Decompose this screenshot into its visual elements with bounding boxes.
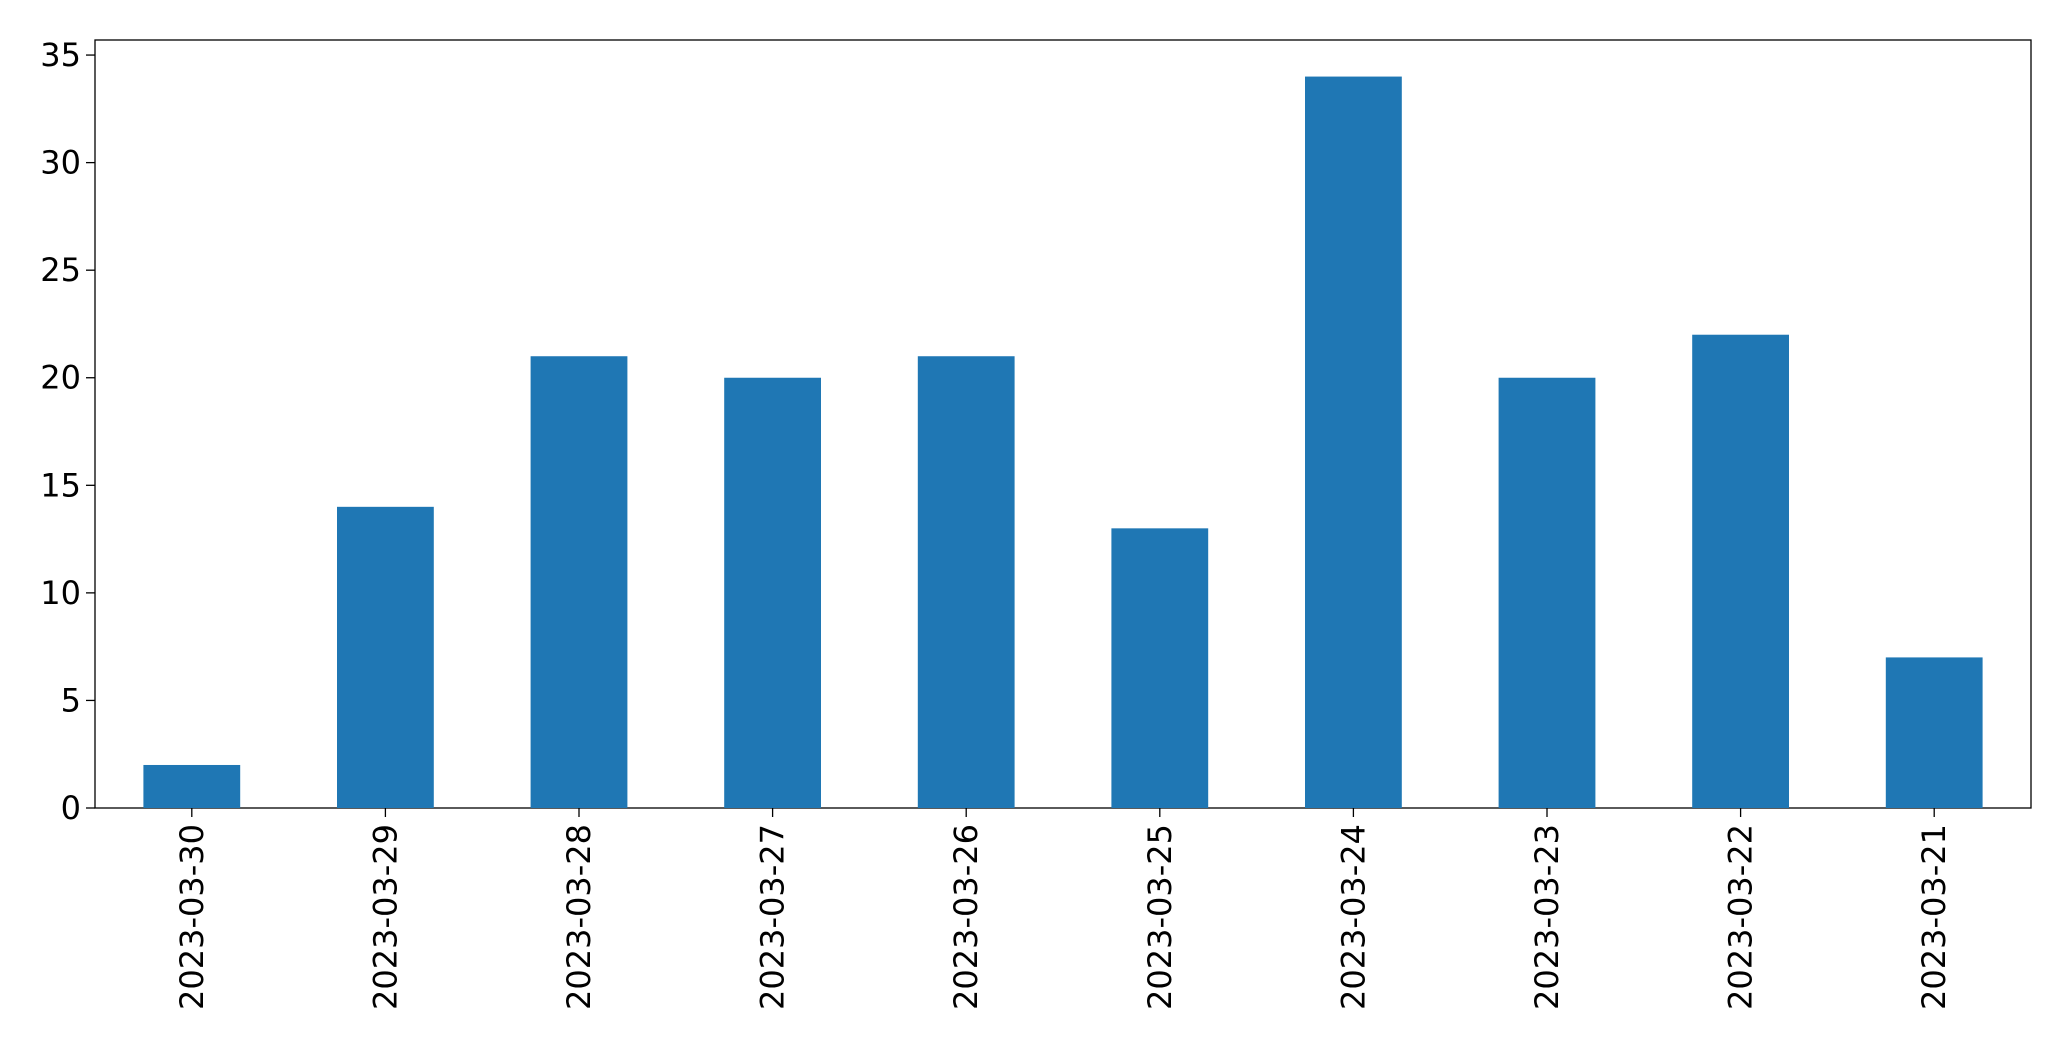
x-tick-label: 2023-03-28 (560, 824, 598, 1010)
bar (1305, 76, 1402, 809)
y-tick-label: 5 (61, 681, 81, 719)
y-tick-label: 35 (40, 36, 81, 74)
bar (337, 506, 434, 808)
y-tick-label: 15 (40, 466, 81, 504)
x-tick-label: 2023-03-23 (1528, 824, 1566, 1010)
bar (724, 377, 821, 808)
bar (143, 764, 241, 808)
x-tick-label: 2023-03-30 (173, 824, 211, 1010)
y-tick-label: 10 (40, 574, 81, 612)
x-tick-label: 2023-03-24 (1334, 824, 1372, 1010)
bar (1692, 334, 1789, 808)
x-tick-label: 2023-03-22 (1722, 824, 1760, 1010)
x-tick-label: 2023-03-27 (754, 824, 792, 1010)
y-tick-label: 20 (40, 359, 81, 397)
x-tick-label: 2023-03-26 (947, 824, 985, 1010)
x-tick-label: 2023-03-29 (366, 824, 404, 1010)
x-tick-label: 2023-03-25 (1141, 824, 1179, 1010)
bar (530, 356, 628, 808)
y-tick-label: 30 (40, 144, 81, 182)
bar (1498, 377, 1596, 808)
bar (1111, 528, 1209, 808)
plot-frame (94, 39, 2032, 809)
bar (917, 356, 1015, 808)
bar (1885, 657, 1983, 808)
y-tick-label: 25 (40, 251, 81, 289)
y-tick-label: 0 (61, 789, 81, 827)
x-tick-label: 2023-03-21 (1915, 824, 1953, 1010)
